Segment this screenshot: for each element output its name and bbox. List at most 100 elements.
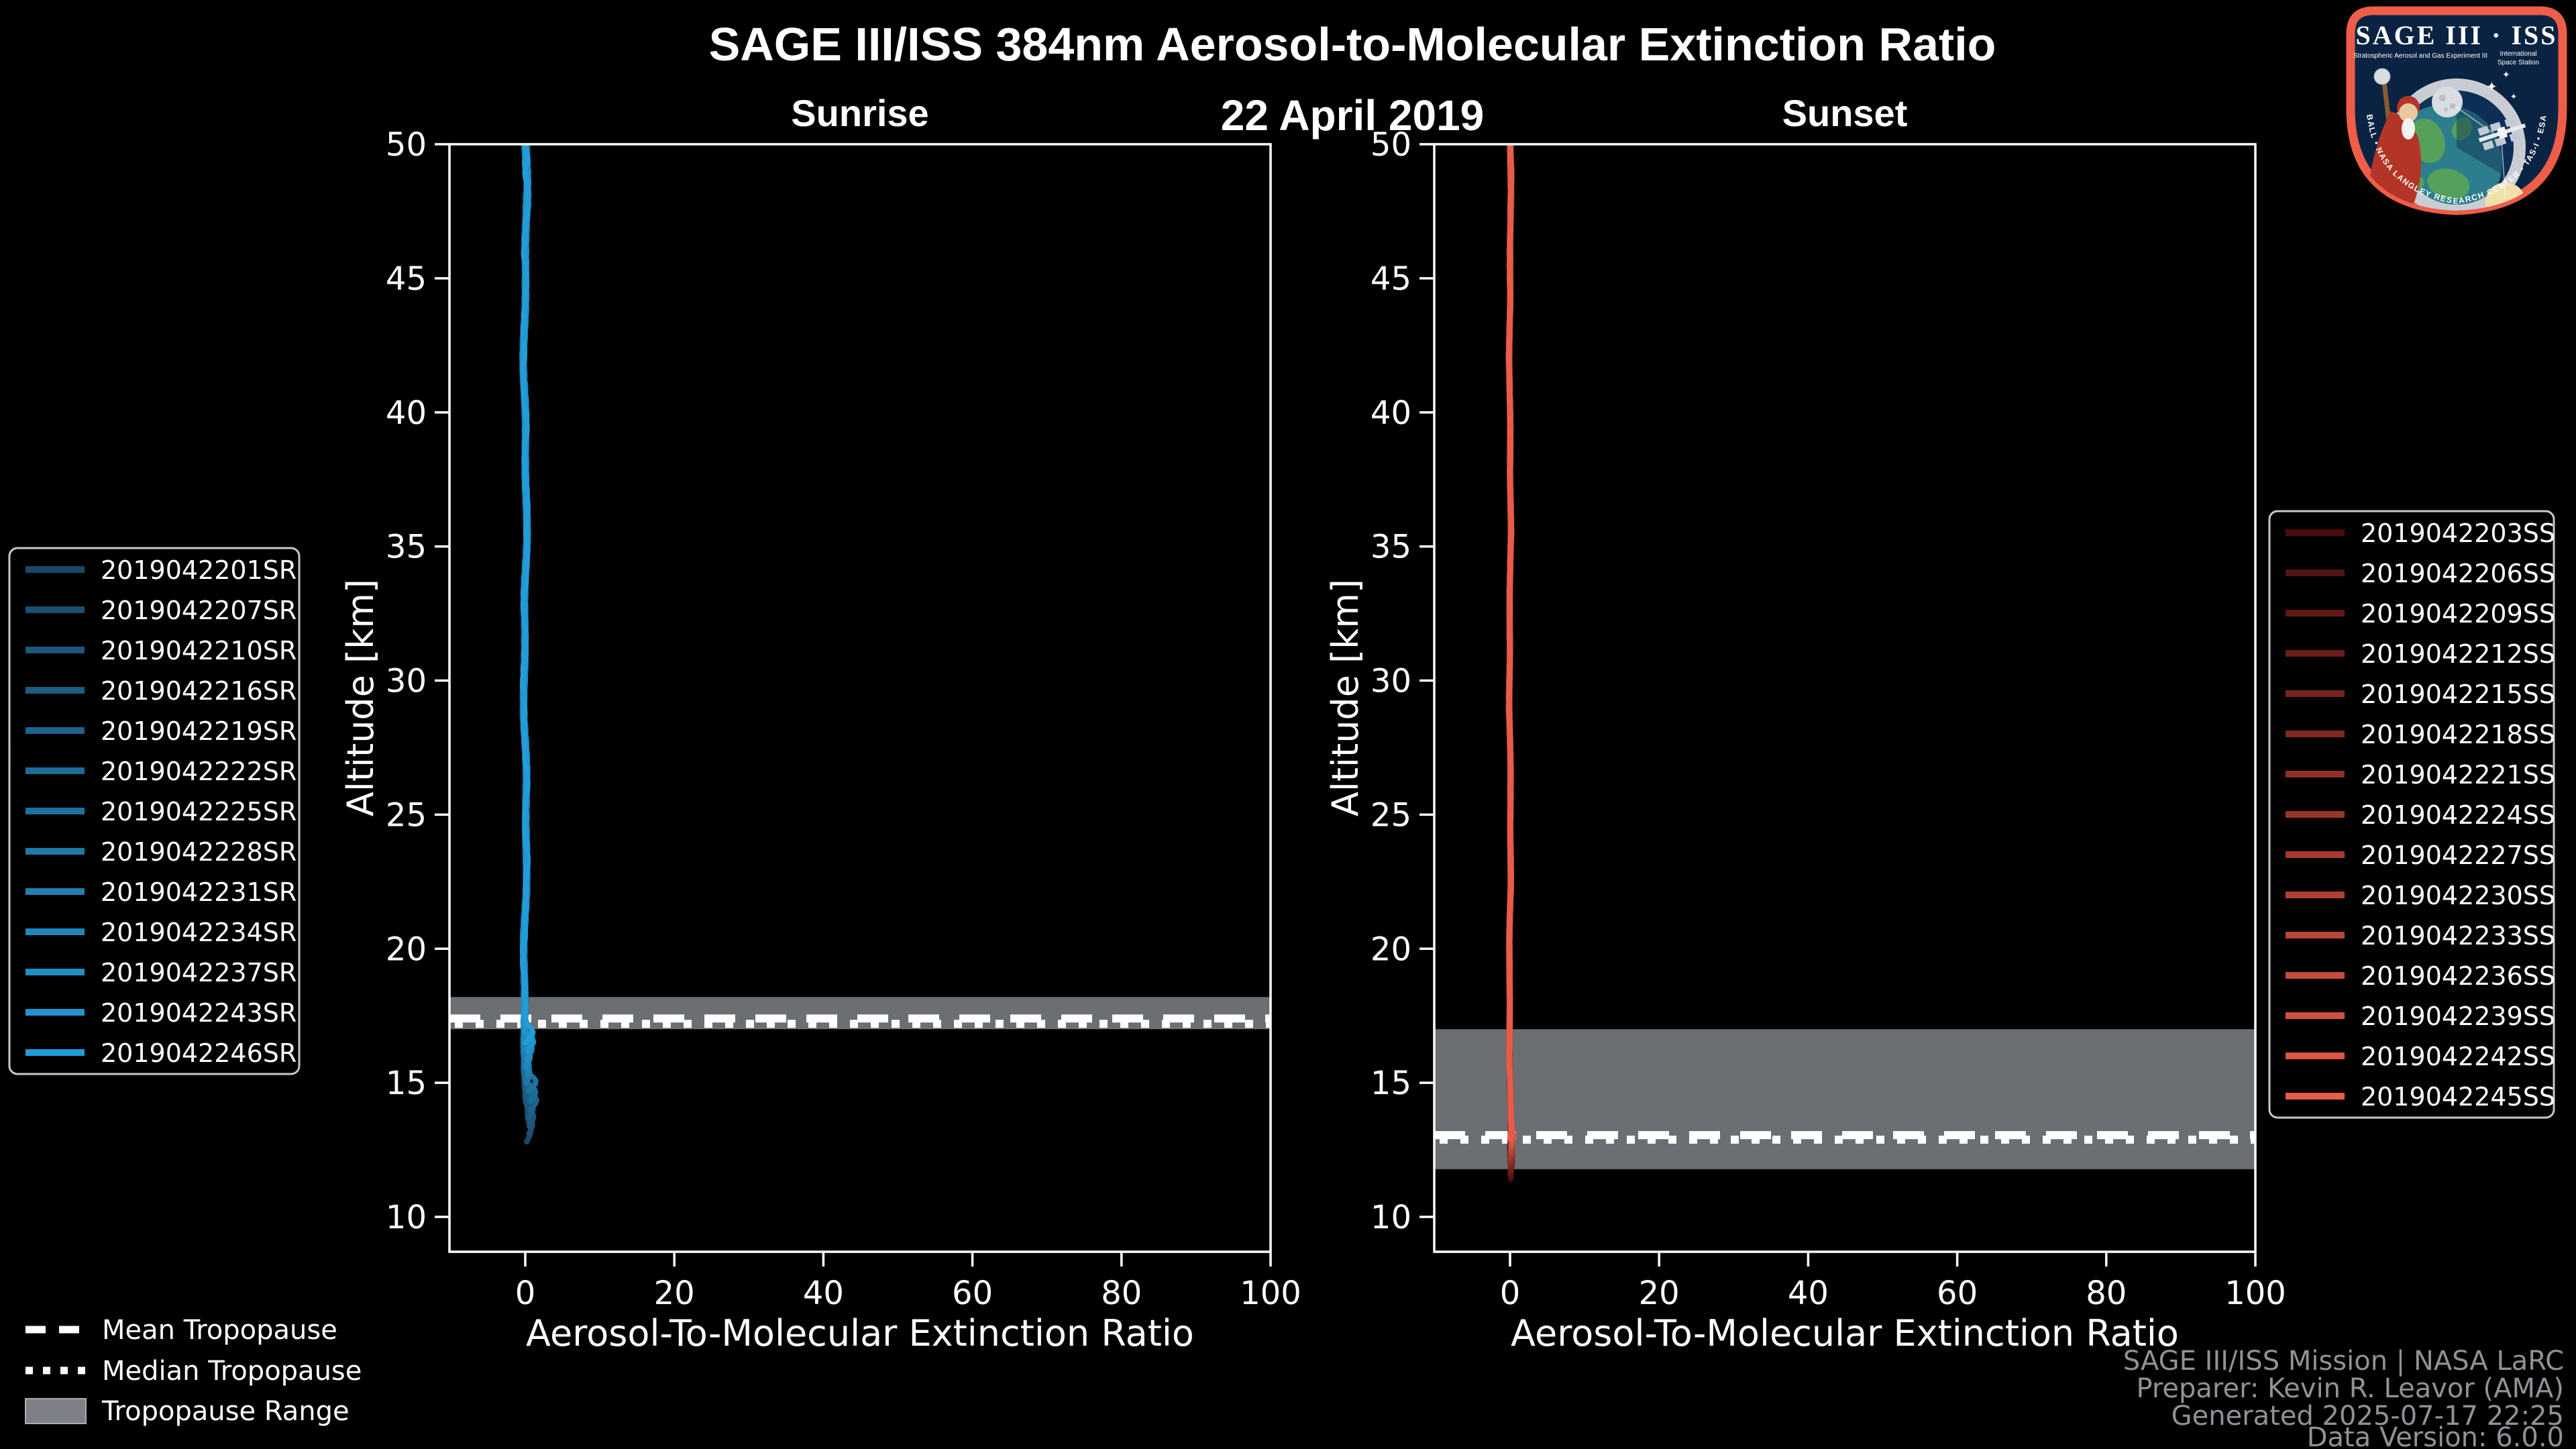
legend-entry-label: 2019042215SS bbox=[2361, 680, 2555, 709]
logo-archimedes-figure bbox=[2369, 68, 2422, 210]
tropopause-legend: Mean Tropopause Median Tropopause Tropop… bbox=[25, 1315, 362, 1427]
legend-entry-label: 2019042216SR bbox=[101, 676, 297, 706]
y-tick-label: 50 bbox=[1371, 126, 1411, 164]
legend-box bbox=[8, 547, 301, 1075]
legend-entry-label: 2019042231SR bbox=[101, 877, 297, 907]
profile-2019042246SR bbox=[519, 144, 536, 1046]
legend-entry-label: 2019042206SS bbox=[2361, 559, 2555, 588]
x-tick-label: 80 bbox=[1101, 1275, 1142, 1312]
tropopause-range-label: Tropopause Range bbox=[101, 1396, 350, 1427]
y-tick-label: 45 bbox=[386, 260, 427, 298]
profile-lines bbox=[519, 144, 539, 1145]
logo-star-icon: ✦ bbox=[2510, 92, 2517, 101]
legend-entry-label: 2019042218SS bbox=[2361, 720, 2555, 749]
legend-row: 2019042216SR bbox=[25, 676, 297, 706]
y-tick-label: 30 bbox=[386, 663, 427, 700]
y-tick-label: 35 bbox=[1371, 529, 1411, 566]
x-tick-label: 40 bbox=[1788, 1275, 1829, 1312]
panel-title-sunset: Sunset bbox=[1782, 92, 1908, 134]
x-tick-label: 20 bbox=[654, 1275, 695, 1312]
legend-row: 2019042207SR bbox=[25, 596, 297, 625]
legend-entry-label: 2019042203SS bbox=[2361, 519, 2555, 548]
x-tick-label: 60 bbox=[1937, 1275, 1978, 1312]
legend-row: 2019042237SR bbox=[25, 958, 297, 987]
axes-frame bbox=[448, 143, 1272, 1253]
y-tick-label: 25 bbox=[386, 796, 427, 834]
logo-beam bbox=[2456, 107, 2498, 137]
legend-row: 2019042206SS bbox=[2286, 559, 2555, 588]
y-tick-label: 35 bbox=[386, 529, 427, 566]
logo-iss-icon bbox=[2477, 117, 2526, 151]
legend-entry-label: 2019042245SS bbox=[2361, 1082, 2555, 1112]
legend-entry-label: 2019042228SR bbox=[101, 837, 297, 867]
legend-row: 2019042209SS bbox=[2286, 599, 2555, 629]
footer-data-version: Data Version: 6.0.0 bbox=[2307, 1422, 2564, 1449]
legend-entry-label: 2019042225SR bbox=[101, 797, 297, 826]
logo-subtitle-right-2: Space Station bbox=[2498, 59, 2539, 66]
legend-row: 2019042219SR bbox=[25, 716, 297, 746]
y-tick-label: 40 bbox=[1371, 394, 1411, 432]
logo-subtitle-left: Stratospheric Aerosol and Gas Experiment… bbox=[2353, 52, 2487, 60]
legend-entry-label: 2019042224SS bbox=[2361, 800, 2555, 830]
y-tick-label: 10 bbox=[386, 1199, 427, 1236]
legend-entry-label: 2019042230SS bbox=[2361, 881, 2555, 910]
x-tick-label: 80 bbox=[2086, 1275, 2127, 1312]
y-tick-label: 50 bbox=[386, 126, 427, 164]
legend-entry-label: 2019042207SR bbox=[101, 596, 297, 625]
legend-row: 2019042224SS bbox=[2286, 800, 2555, 830]
figure-title: SAGE III/ISS 384nm Aerosol-to-Molecular … bbox=[709, 18, 1996, 70]
legend-row: 2019042203SS bbox=[2286, 519, 2555, 548]
legend-row: 2019042210SR bbox=[25, 636, 297, 665]
footer-mission: SAGE III/ISS Mission | NASA LaRC bbox=[2123, 1346, 2564, 1377]
legend-sunrise: 2019042201SR 2019042207SR 2019042210SR 2019… bbox=[8, 547, 301, 1075]
legend-row: 2019042222SR bbox=[25, 757, 297, 786]
x-axis-label-sunset: Aerosol-To-Molecular Extinction Ratio bbox=[1511, 1312, 2179, 1354]
x-tick-label: 40 bbox=[803, 1275, 844, 1312]
logo-title: SAGE III · ISS bbox=[2355, 20, 2557, 50]
legend-entry-label: 2019042236SS bbox=[2361, 961, 2555, 991]
panel-title-sunrise: Sunrise bbox=[791, 92, 928, 134]
legend-row: 2019042212SS bbox=[2286, 639, 2555, 669]
logo-subtitle-right-1: International bbox=[2500, 50, 2536, 58]
legend-entry-label: 2019042234SR bbox=[101, 918, 297, 947]
legend-row: 2019042228SR bbox=[25, 837, 297, 867]
tropopause-range-swatch-icon bbox=[25, 1398, 87, 1424]
y-tick-label: 25 bbox=[1371, 796, 1411, 834]
footer-credits: SAGE III/ISS Mission | NASA LaRC Prepare… bbox=[2123, 1346, 2564, 1449]
x-axis-label-sunrise: Aerosol-To-Molecular Extinction Ratio bbox=[526, 1312, 1194, 1354]
legend-row: 2019042225SR bbox=[25, 797, 297, 826]
logo-moon-icon bbox=[2432, 87, 2463, 117]
y-tick-label: 20 bbox=[386, 930, 427, 968]
y-tick-label: 15 bbox=[386, 1065, 427, 1102]
panel-sunset: 0 20 40 60 80 100 50 45 40 35 30 25 20 15 10 bbox=[1371, 126, 2286, 1312]
legend-box bbox=[2268, 510, 2555, 1119]
legend-entry-label: 2019042246SR bbox=[101, 1038, 297, 1068]
legend-row: 2019042218SS bbox=[2286, 720, 2555, 749]
mean-tropopause-label: Mean Tropopause bbox=[102, 1315, 337, 1346]
legend-entry-label: 2019042201SR bbox=[101, 555, 297, 585]
x-tick-label: 100 bbox=[1240, 1275, 1301, 1312]
legend-entry-label: 2019042233SS bbox=[2361, 921, 2555, 951]
panel-sunrise: 0 20 40 60 80 100 50 45 40 35 30 25 20 15 10 bbox=[386, 126, 1301, 1312]
logo-star-icon: ✦ bbox=[2486, 80, 2498, 95]
legend-entry-label: 2019042222SR bbox=[101, 757, 297, 786]
legend-row: 2019042221SS bbox=[2286, 760, 2555, 790]
legend-entry-label: 2019042239SS bbox=[2361, 1002, 2555, 1031]
legend-row: 2019042230SS bbox=[2286, 881, 2555, 910]
legend-entry-label: 2019042219SR bbox=[101, 716, 297, 746]
logo-moon-crater bbox=[2450, 103, 2455, 109]
legend-row: 2019042215SS bbox=[2286, 680, 2555, 709]
x-tick-label: 20 bbox=[1639, 1275, 1680, 1312]
legend-entry-label: 2019042210SR bbox=[101, 636, 297, 665]
legend-row: 2019042201SR bbox=[25, 555, 297, 585]
legend-row: 2019042246SR bbox=[25, 1038, 297, 1068]
y-tick-label: 30 bbox=[1371, 663, 1411, 700]
legend-row: 2019042245SS bbox=[2286, 1082, 2555, 1112]
legend-row: 2019042231SR bbox=[25, 877, 297, 907]
y-axis-label-sunset: Altitude [km] bbox=[1324, 579, 1366, 816]
legend-row: 2019042242SS bbox=[2286, 1042, 2555, 1071]
y-tick-label: 10 bbox=[1371, 1199, 1411, 1236]
logo-star-icon: ✦ bbox=[2502, 70, 2510, 80]
